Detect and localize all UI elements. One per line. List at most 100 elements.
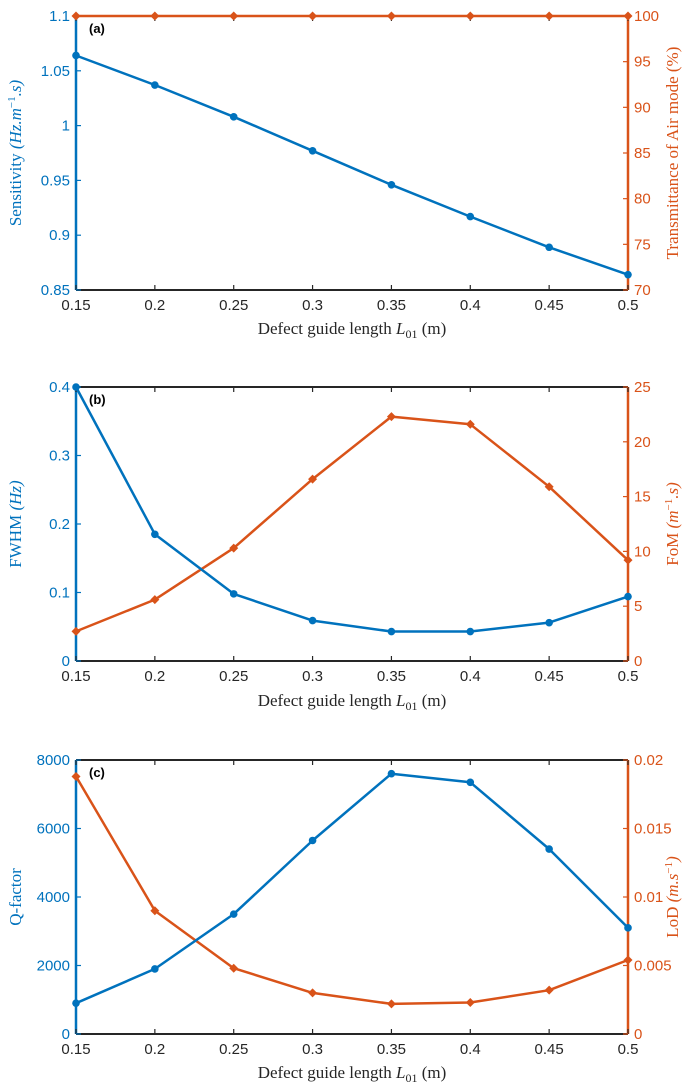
- left-data-point: [308, 616, 317, 625]
- left-data-point: [308, 147, 317, 155]
- right-y-axis-label-unit: (m.s: [663, 873, 682, 906]
- left-y-tick-label: 6000: [37, 821, 70, 838]
- right-data-point: [71, 771, 81, 781]
- left-y-axis-label: Sensitivity (Hz.m−1.s): [6, 80, 25, 227]
- left-y-axis-label-text: Q-factor: [6, 868, 25, 926]
- x-axis-label: Defect guide length L01 (m): [258, 1063, 447, 1085]
- x-tick-label: 0.45: [535, 668, 564, 685]
- left-data-point: [72, 383, 80, 391]
- left-y-tick-label: 2000: [37, 958, 70, 975]
- x-tick-label: 0.2: [144, 1041, 165, 1058]
- x-axis-label-text: Defect guide length: [258, 691, 396, 710]
- left-y-axis-label-tail: .s): [6, 80, 25, 97]
- left-data-point: [624, 924, 632, 932]
- left-y-tick-label: 0.4: [49, 379, 70, 396]
- right-data-point: [544, 482, 554, 492]
- right-y-tick-label: 0.02: [634, 752, 663, 769]
- left-data-point: [387, 627, 396, 636]
- right-data-point: [623, 555, 633, 565]
- x-axis-label-text: Defect guide length: [258, 1063, 396, 1082]
- left-data-point: [308, 836, 317, 845]
- right-data-point: [465, 997, 475, 1007]
- x-tick-label: 0.5: [618, 668, 639, 685]
- right-y-axis-label: Transmittance of Air mode (%): [663, 47, 682, 260]
- left-data-point: [151, 81, 159, 89]
- x-axis-label-subscript: 01: [405, 327, 417, 341]
- left-y-tick-label: 0.85: [41, 282, 70, 299]
- right-data-point: [150, 906, 160, 916]
- x-axis-label-symbol: L: [395, 691, 405, 710]
- x-tick-label: 0.25: [219, 1041, 248, 1058]
- x-tick-label: 0.15: [61, 1041, 90, 1058]
- right-y-axis-label-text: FoM: [663, 533, 682, 566]
- right-y-axis-label-text: LoD: [663, 907, 682, 938]
- right-y-tick-label: 90: [634, 99, 651, 116]
- panel-1: 0.15 0.2 0.25 0.3 0.35 0.4 0.45 0.5 0.85 0.9 0.95 1…: [6, 8, 682, 341]
- panel-label: (c): [89, 765, 105, 780]
- x-tick-label: 0.15: [61, 297, 90, 314]
- right-y-axis-label-unit: (m: [663, 510, 682, 532]
- x-tick-label: 0.3: [302, 1041, 323, 1058]
- right-data-point: [71, 626, 81, 636]
- left-y-axis-label-text: FWHM: [6, 515, 25, 568]
- right-y-axis-label-tail: ): [663, 856, 682, 863]
- right-y-tick-label: 20: [634, 434, 651, 451]
- right-data-point: [544, 11, 554, 21]
- left-data-point: [466, 627, 475, 636]
- x-tick-label: 0.45: [535, 1041, 564, 1058]
- right-y-axis-label-sup: −1: [663, 499, 675, 511]
- x-axis-label-unit: (m): [417, 319, 446, 338]
- right-y-tick-label: 0.005: [634, 958, 672, 975]
- right-data-point: [386, 999, 396, 1009]
- left-y-tick-label: 0: [62, 653, 70, 670]
- right-y-tick-label: 25: [634, 379, 651, 396]
- right-y-tick-label: 95: [634, 54, 651, 71]
- right-y-tick-label: 5: [634, 598, 642, 615]
- x-tick-label: 0.35: [377, 668, 406, 685]
- left-data-point: [624, 592, 632, 601]
- right-y-tick-label: 85: [634, 145, 651, 162]
- left-y-tick-label: 1.05: [41, 63, 70, 80]
- right-y-axis-label: LoD (m.s−1): [663, 856, 682, 938]
- left-y-tick-label: 0.9: [49, 227, 70, 244]
- right-y-axis-label-text: Transmittance of Air mode (%): [663, 47, 682, 260]
- x-axis-label: Defect guide length L01 (m): [258, 319, 447, 341]
- right-data-point: [623, 11, 633, 21]
- right-data-point: [150, 595, 160, 605]
- x-tick-label: 0.5: [618, 297, 639, 314]
- left-y-tick-label: 0: [62, 1026, 70, 1043]
- right-data-point: [465, 11, 475, 21]
- x-tick-label: 0.15: [61, 668, 90, 685]
- panel-2: 0.15 0.2 0.25 0.3 0.35 0.4 0.45 0.500.10.20.30.…: [6, 379, 682, 713]
- x-tick-label: 0.4: [460, 668, 481, 685]
- panel-label: (a): [89, 21, 105, 36]
- left-data-point: [545, 845, 553, 853]
- x-tick-label: 0.25: [219, 297, 248, 314]
- left-data-point: [545, 243, 553, 252]
- left-data-point: [387, 769, 396, 778]
- right-data-point: [71, 11, 81, 21]
- x-axis-label-subscript: 01: [405, 699, 417, 713]
- left-data-point: [545, 618, 553, 627]
- right-y-tick-label: 0: [634, 1026, 642, 1043]
- right-y-tick-label: 0.015: [634, 821, 672, 838]
- right-y-tick-label: 0: [634, 653, 642, 670]
- left-y-axis-label-sup: −1: [6, 96, 18, 108]
- left-y-axis-label-unit: (Hz): [6, 480, 25, 515]
- x-tick-label: 0.2: [144, 297, 165, 314]
- left-y-tick-label: 0.3: [49, 448, 70, 465]
- x-tick-label: 0.4: [460, 1041, 481, 1058]
- left-data-point: [466, 778, 475, 787]
- x-tick-label: 0.4: [460, 297, 481, 314]
- right-series-line: [75, 415, 629, 633]
- x-axis-label-subscript: 01: [405, 1071, 417, 1085]
- right-data-point: [386, 11, 396, 21]
- right-data-point: [229, 543, 239, 553]
- right-series-line: [74, 775, 629, 1006]
- x-tick-label: 0.5: [618, 1041, 639, 1058]
- right-y-tick-label: 10: [634, 543, 651, 560]
- left-y-axis-label: Q-factor: [6, 868, 25, 926]
- x-axis-label: Defect guide length L01 (m): [258, 691, 447, 713]
- left-series-line: [75, 772, 629, 1005]
